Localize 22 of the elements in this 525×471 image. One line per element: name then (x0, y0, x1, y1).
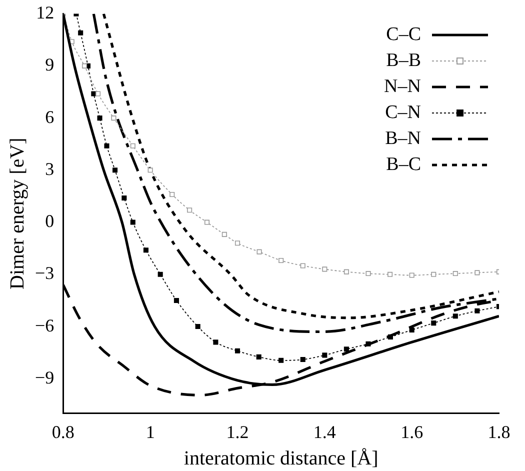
y-tick-label: 6 (45, 106, 54, 127)
x-axis-title: interatomic distance [Å] (184, 447, 378, 470)
x-tick-label: 1.6 (400, 422, 424, 442)
y-tick-label: −9 (34, 367, 54, 388)
legend-label: B–C (386, 152, 421, 177)
y-tick-label: −3 (34, 263, 54, 284)
legend-label: B–N (385, 126, 421, 151)
y-axis-title: Dimer energy [eV] (6, 138, 28, 290)
legend-label: C–C (386, 22, 421, 47)
y-tick-label: 3 (45, 158, 54, 179)
x-tick-label: 1.8 (488, 422, 510, 442)
y-tick-label: −6 (34, 315, 54, 336)
y-tick-label: 0 (45, 211, 54, 232)
x-tick-label: 0.8 (52, 422, 74, 442)
y-tick-label: 9 (45, 54, 54, 75)
y-tick-label: 12 (36, 2, 54, 23)
legend-label: C–N (385, 100, 421, 125)
legend-label: N–N (384, 74, 421, 99)
x-tick-label: 1.4 (313, 422, 336, 442)
x-tick-label: 1 (146, 422, 155, 442)
legend-label: B–B (386, 48, 421, 73)
x-tick-label: 1.2 (226, 422, 249, 442)
